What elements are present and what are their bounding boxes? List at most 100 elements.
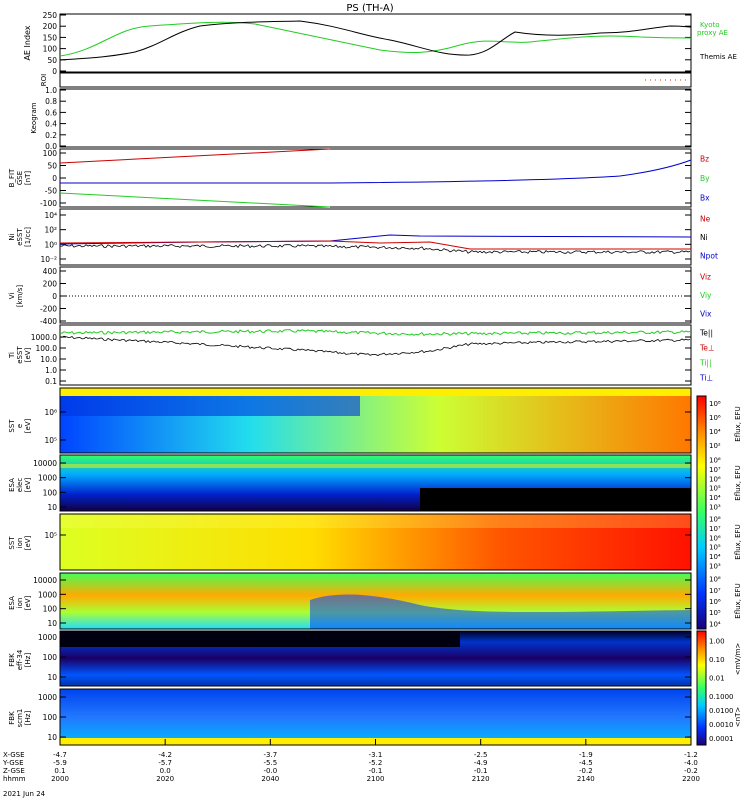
ti-ylabel: Ti eSST [eV]: [8, 346, 32, 364]
ae-tick-label: 0: [52, 67, 57, 76]
bz-line: [59, 148, 331, 164]
eflux-sst-i-tick-label: 10³: [709, 562, 721, 570]
eflux-esa-i-label: Eflux, EFU: [734, 583, 742, 618]
legend-bfit-1: By: [700, 174, 710, 183]
eflux-sst-i-tick-label: 10⁷: [709, 525, 721, 533]
xaxis-value: -0.2: [579, 767, 593, 775]
fbk2-tick-label: 10: [47, 733, 57, 742]
eflux-sst-e-label: Eflux, EFU: [734, 406, 742, 441]
legend-bfit-2: Bx: [700, 193, 710, 202]
esa-e-tick-label: 1000: [38, 474, 57, 483]
nt-tick-label: 0.0001: [709, 735, 734, 743]
xaxis-value: -5.2: [369, 759, 383, 767]
keogram-tick-label: 0.2: [45, 131, 57, 140]
bx-line: [60, 159, 692, 184]
xaxis-value: 2040: [261, 775, 279, 783]
vi-tick-label: -400: [40, 317, 57, 326]
mv-tick-label: 0.01: [709, 675, 725, 683]
xaxis-value: 2120: [472, 775, 490, 783]
ni-line: [59, 243, 691, 254]
sst-e-panel: 10⁶ 10⁵ SST e [eV]: [8, 387, 692, 454]
eflux-sst-e-tick-label: 10⁶: [709, 414, 721, 422]
xaxis-value: -5.5: [263, 759, 277, 767]
esa-e-panel: 10000 1000 100 10 ESA elec [eV]: [8, 454, 692, 512]
ae-tick-label: 250: [43, 11, 58, 20]
ni-tick-label: 10⁰: [44, 240, 57, 249]
ti-tick-label: 10.0: [40, 355, 57, 364]
ni-tick-label: 10⁴: [44, 211, 57, 220]
sst-i-panel: 10⁵ SST ion [eV]: [8, 513, 692, 571]
xaxis-value: -3.1: [369, 751, 383, 759]
sst-i-ylabel-line: SST: [8, 536, 16, 550]
ti-tick-label: 100.0: [36, 344, 58, 353]
xaxis-value: -0.1: [369, 767, 383, 775]
fbk2-tick-label: 1000: [38, 693, 57, 702]
bfit-tick-label: 0: [52, 174, 57, 183]
xaxis-value: 0.0: [160, 767, 171, 775]
nt-tick-label: 0.0010: [709, 721, 734, 729]
te-par-line: [59, 335, 691, 356]
xaxis-value: -4.9: [474, 759, 488, 767]
xaxis-row-label: X-GSE: [3, 751, 25, 759]
fbk2-panel: 1000 100 10 FBK scm1 [Hz]: [8, 688, 692, 746]
legend-ni-2: Npot: [700, 252, 718, 261]
esa-i-ylabel: ESA ion [eV]: [8, 595, 32, 610]
xaxis-value: -0.2: [684, 767, 698, 775]
eflux-sst-e-tick-label: 10²: [709, 442, 721, 450]
fbk2-ylabel-line: scm1: [16, 709, 24, 728]
ae-tick-label: 100: [43, 45, 58, 54]
bfit-ylabel-line: [nT]: [24, 171, 32, 185]
legend-vi-0: Viz: [700, 272, 711, 281]
xaxis-value: 2140: [577, 775, 595, 783]
mv-tick-label: 1.00: [709, 637, 725, 645]
eflux-esa-e-tick-label: 10⁵: [709, 485, 721, 493]
xaxis-value: -4.0: [684, 759, 698, 767]
eflux-esa-e-tick-label: 10³: [709, 503, 721, 511]
ti-panel: 1000.0 100.0 10.0 1.0 0.1 Ti eSST [eV] Te|| Te⊥…: [8, 324, 714, 386]
xaxis-value: 2000: [51, 775, 69, 783]
keogram-ylabel: Keogram: [30, 102, 38, 133]
keogram-tick-label: 1.0: [45, 86, 57, 95]
ae-tick-label: 150: [43, 33, 58, 42]
ni-tick-label: 10²: [44, 226, 57, 235]
xaxis-value: -5.7: [158, 759, 172, 767]
eflux-sst-i-tick-label: 10⁶: [709, 534, 721, 542]
esa-e-tick-label: 100: [43, 488, 58, 497]
fbk1-ylabel-line: eff-34: [16, 649, 24, 670]
xaxis-value: -5.9: [53, 759, 67, 767]
ni-ylabel: Ni eSST [1/cc]: [8, 227, 32, 247]
ni-ylabel-line: eSST: [16, 228, 24, 246]
esa-e-dropout: [420, 488, 691, 511]
sst-i-tick-label: 10⁵: [44, 531, 57, 540]
esa-i-tick-label: 10000: [33, 576, 57, 585]
ti-tick-label: 0.1: [45, 377, 57, 386]
vi-tick-label: 200: [43, 280, 58, 289]
xaxis-row-label: Z-GSE: [3, 767, 25, 775]
legend-ti-3: Ti⊥: [699, 374, 713, 383]
fbk1-tick-label: 1000: [38, 633, 57, 642]
ti-tick-label: 1.0: [45, 366, 57, 375]
esa-i-tick-label: 1000: [38, 590, 57, 599]
sst-i-ylabel-line: [eV]: [24, 535, 32, 550]
eflux-sst-i-tick-label: 10⁵: [709, 544, 721, 552]
vi-tick-label: 400: [43, 267, 58, 276]
ti-ylabel-line: Ti: [8, 352, 16, 359]
xaxis-value: 2100: [367, 775, 385, 783]
roi-panel: ROI: [40, 72, 692, 88]
nt-tick-label: 0.0100: [709, 707, 734, 715]
bfit-ylabel-line: B_FIT: [8, 168, 16, 187]
legend-ti-1: Te⊥: [699, 344, 714, 353]
sst-i-spectrogram: [60, 514, 691, 570]
ti-par-line: [59, 329, 691, 337]
sst-i-ylabel: SST ion [eV]: [8, 535, 32, 550]
xaxis-value: -0.1: [474, 767, 488, 775]
by-line: [59, 192, 331, 208]
sst-e-tick-label: 10⁵: [44, 436, 57, 445]
eflux-esa-i-tick-label: 10⁴: [709, 620, 721, 628]
eflux-sst-i-tick-label: 10⁴: [709, 553, 721, 561]
nt-tick-label: 0.1000: [709, 693, 734, 701]
xaxis-value: -4.7: [53, 751, 67, 759]
vi-tick-label: -200: [40, 305, 57, 314]
